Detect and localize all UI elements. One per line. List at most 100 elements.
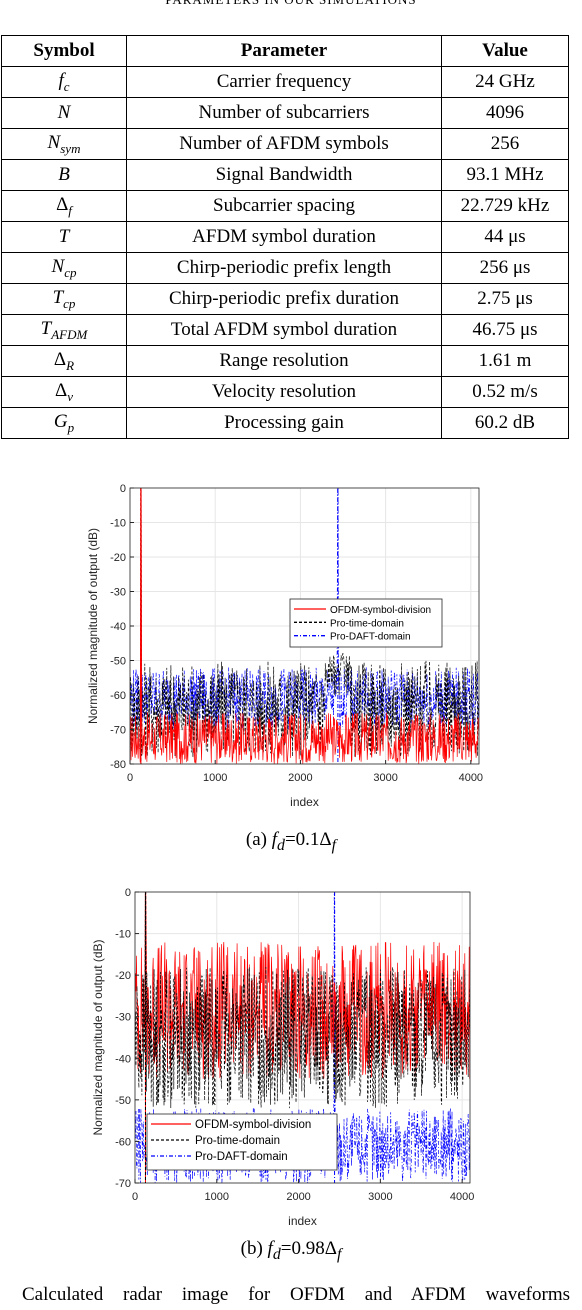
table-row: Tcp Chirp-periodic prefix duration 2.75 μs <box>1 283 569 315</box>
table-row: N Number of subcarriers 4096 <box>1 97 569 129</box>
legend-entry: OFDM-symbol-division <box>195 1119 311 1131</box>
y-tick-label: 0 <box>125 887 131 899</box>
subcaption-a-value: =0.1Δ <box>284 829 332 850</box>
y-tick-label: -40 <box>115 1053 131 1065</box>
header-value: Value <box>441 35 569 67</box>
parameter-cell: Processing gain <box>126 407 442 439</box>
table-row: Gp Processing gain 60.2 dB <box>1 407 569 439</box>
y-tick-label: -80 <box>110 759 126 771</box>
parameters-table: Symbol Parameter Value f c Carrier frequen… <box>1 35 569 439</box>
x-tick-label: 1000 <box>205 1191 229 1203</box>
symbol-subscript: R <box>66 357 75 373</box>
x-tick-label: 2000 <box>288 772 312 784</box>
y-tick-label: -70 <box>110 725 126 737</box>
x-tick-label: 4000 <box>450 1191 474 1203</box>
header-symbol: Symbol <box>1 35 127 67</box>
symbol-cell: Gp <box>1 407 127 439</box>
y-tick-label: -20 <box>110 552 126 564</box>
symbol-cell: TAFDM <box>1 314 127 346</box>
y-tick-label: -60 <box>110 690 126 702</box>
table-row: ΔR Range resolution 1.61 m <box>1 345 569 377</box>
symbol-subscript: f <box>68 202 72 218</box>
legend-entry: Pro-DAFT-domain <box>330 632 411 643</box>
series-line-pro-time-domain <box>135 892 470 1109</box>
series-line-ofdm-symbol-division <box>130 488 479 764</box>
symbol-subscript: sym <box>60 140 81 156</box>
symbol-cell: Δf <box>1 190 127 222</box>
x-tick-label: 3000 <box>373 772 397 784</box>
table-row: Δf Subcarrier spacing 22.729 kHz <box>1 190 569 222</box>
symbol-main: N <box>47 131 61 153</box>
symbol-main: T <box>58 226 70 247</box>
y-tick-label: -30 <box>115 1012 131 1024</box>
y-tick-label: -10 <box>110 518 126 530</box>
legend-entry: Pro-time-domain <box>195 1135 280 1147</box>
plot-a: 0 -10 -20 -30 -40 -50 -60 -70 -80 0 1000 2000 3000 40… <box>0 475 582 825</box>
y-tick-label: -40 <box>110 621 126 633</box>
symbol-subscript: c <box>63 78 70 94</box>
value-cell: 24 GHz <box>441 66 569 98</box>
table-row: fc Carrier frequency 24 GHz <box>1 66 569 98</box>
value-cell: 2.75 μs <box>441 283 569 315</box>
y-tick-label: -60 <box>115 1136 131 1148</box>
x-tick-label: 0 <box>127 772 133 784</box>
symbol-cell: ΔR <box>1 345 127 377</box>
chart-b: 0-10-20-30-40-50-60-700 1000 2000 3000 4000i… <box>91 887 474 1228</box>
value-cell: 4096 <box>441 97 569 129</box>
value-cell: 256 <box>441 128 569 160</box>
subcaption-b: (b) fd=0.98Δf <box>240 1238 342 1263</box>
table-header-row: Symbol Parameter Value <box>1 35 569 67</box>
plot-b: 0 -10 -20 -30 -40 -50 -60 -70 0 1000 2000 3000 4000 i… <box>0 880 582 1230</box>
symbol-main: T <box>52 286 64 308</box>
table-row: B Signal Bandwidth 93.1 MHz <box>1 159 569 191</box>
value-cell: 44 μs <box>441 221 569 253</box>
x-tick-label: 1000 <box>203 772 227 784</box>
legend: OFDM-symbol-division Pro-time-domain Pro-D… <box>146 1113 338 1171</box>
parameter-cell: Range resolution <box>126 345 442 377</box>
legend-entry: Pro-DAFT-domain <box>195 1151 288 1163</box>
symbol-main: B <box>58 164 70 185</box>
symbol-cell: Nsym <box>1 128 127 160</box>
symbol-cell: B <box>1 159 127 191</box>
y-tick-label: -50 <box>115 1095 131 1107</box>
symbol-subscript: cp <box>64 264 77 280</box>
x-axis-label: index <box>288 1214 317 1228</box>
value-cell: 22.729 kHz <box>441 190 569 222</box>
header-parameter: Parameter <box>126 35 442 67</box>
table-row: Ncp Chirp-periodic prefix length 256 μs <box>1 252 569 284</box>
symbol-cell: Tcp <box>1 283 127 315</box>
symbol-subscript: AFDM <box>51 326 88 342</box>
legend-entry: OFDM-symbol-division <box>330 605 431 616</box>
x-tick-label: 0 <box>132 1191 138 1203</box>
parameter-cell: Carrier frequency <box>126 66 442 98</box>
parameter-cell: Signal Bandwidth <box>126 159 442 191</box>
x-tick-label: 3000 <box>368 1191 392 1203</box>
y-axis-label: Normalized magnitude of output (dB) <box>86 528 100 724</box>
y-tick-label: 0 <box>120 483 126 495</box>
subcaption-b-value: =0.98Δ <box>280 1238 337 1259</box>
subcaption-b-label: (b) <box>240 1238 263 1259</box>
symbol-cell: N <box>1 97 127 129</box>
symbol-main: Δ <box>53 348 67 370</box>
value-cell: 46.75 μs <box>441 314 569 346</box>
symbol-main: G <box>53 410 68 432</box>
y-tick-label: -30 <box>110 587 126 599</box>
value-cell: 93.1 MHz <box>441 159 569 191</box>
parameter-cell: Chirp-periodic prefix length <box>126 252 442 284</box>
table-caption: PARAMETERS IN OUR SIMULATIONS <box>0 0 582 8</box>
y-tick-label: -10 <box>115 929 131 941</box>
symbol-subscript: cp <box>63 295 76 311</box>
x-tick-label: 2000 <box>286 1191 310 1203</box>
parameter-cell: Velocity resolution <box>126 376 442 408</box>
chart-a: 0-10-20-30-40-50-60-70-800 1000 2000 3000 40… <box>86 483 483 809</box>
value-cell: 60.2 dB <box>441 407 569 439</box>
y-tick-label: -70 <box>115 1178 131 1190</box>
symbol-subscript: v <box>67 388 73 404</box>
symbol-main: Δ <box>55 379 68 401</box>
value-cell: 256 μs <box>441 252 569 284</box>
table-row: Δv Velocity resolution 0.52 m/s <box>1 376 569 408</box>
parameter-cell: Subcarrier spacing <box>126 190 442 222</box>
subcaption-a-label: (a) <box>245 829 268 850</box>
parameter-cell: Number of AFDM symbols <box>126 128 442 160</box>
symbol-main: Δ <box>56 193 69 215</box>
